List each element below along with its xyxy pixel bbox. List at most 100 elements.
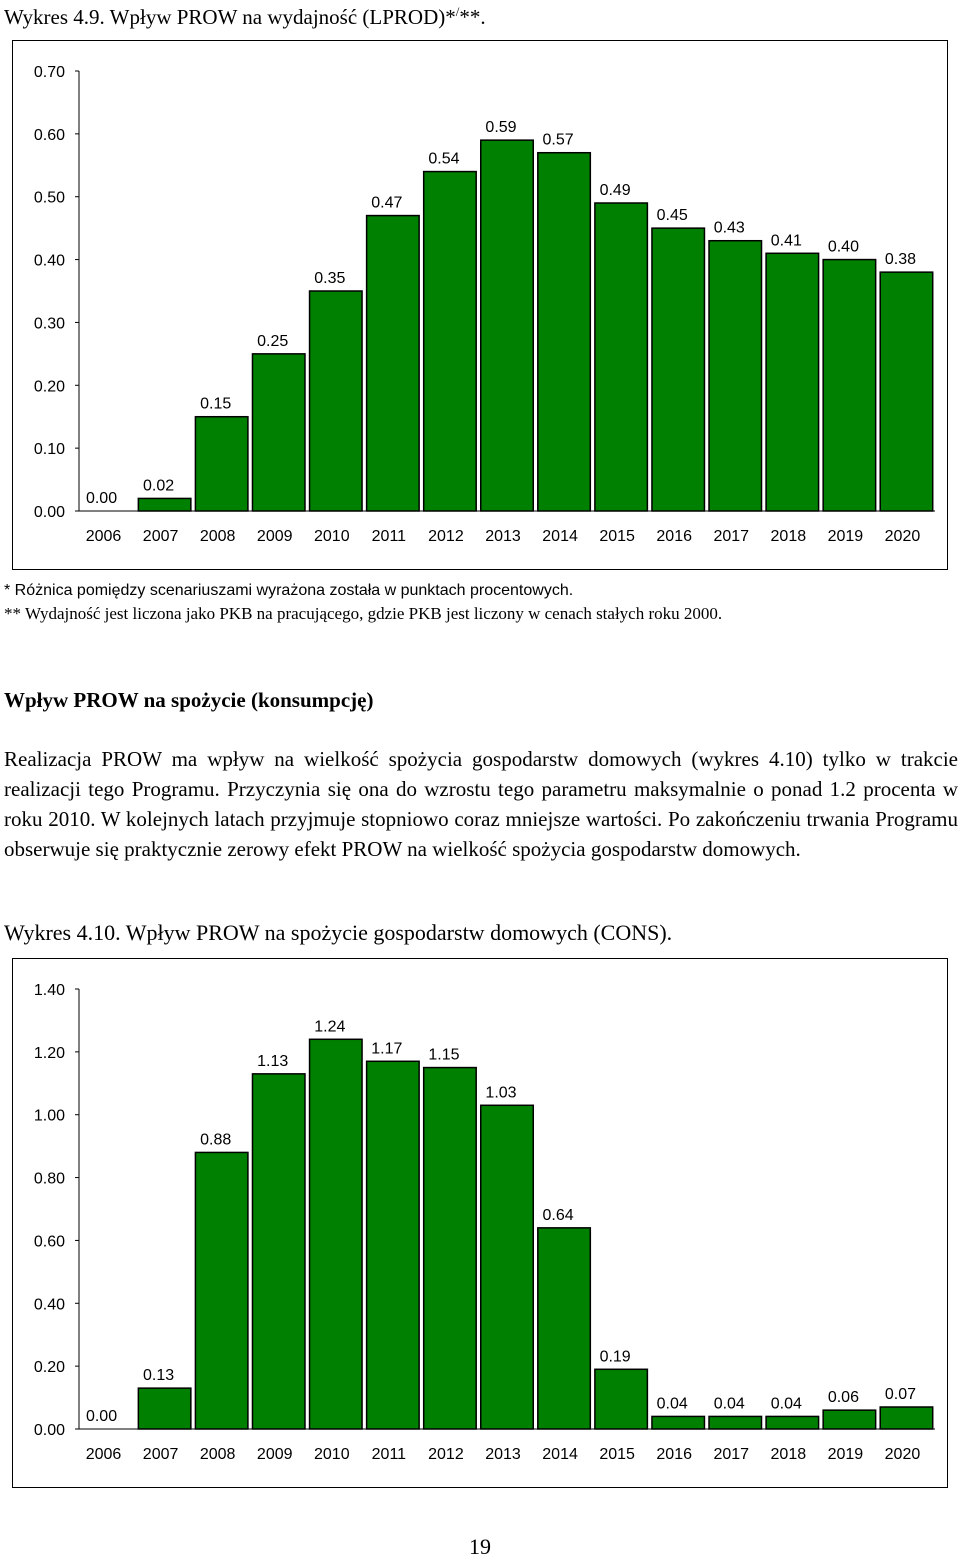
value-label-2015: 0.19	[600, 1348, 631, 1365]
value-label-2007: 0.02	[143, 477, 174, 494]
bar-2018	[765, 1415, 820, 1430]
value-label-2006: 0.00	[86, 490, 117, 507]
bar-2010	[308, 290, 363, 512]
caption-text: Wykres 4.9. Wpływ PROW na wydajność (LPR…	[4, 5, 456, 29]
bar-2019	[822, 258, 877, 512]
category-label-2020: 2020	[885, 528, 921, 545]
y-tick-label: 0.10	[34, 441, 65, 458]
caption-superscript: /	[455, 4, 460, 19]
bar-2016	[651, 227, 706, 512]
category-label-2011: 2011	[372, 528, 407, 545]
bar-2014	[537, 151, 592, 512]
category-label-2017: 2017	[713, 528, 749, 545]
bar-2017	[708, 1415, 763, 1430]
category-label-2020: 2020	[885, 1446, 921, 1463]
bar-2011	[365, 1060, 420, 1430]
value-label-2016: 0.45	[657, 207, 688, 224]
category-label-2014: 2014	[542, 1446, 578, 1463]
bar-2016	[651, 1415, 706, 1430]
category-label-2016: 2016	[656, 528, 692, 545]
chart-cons: 0.00 0.20 0.40 0.60 0.80 1.00 1.20 1.40 0.00 2006…	[12, 958, 948, 1488]
bar-2019	[822, 1409, 877, 1430]
value-label-2014: 0.57	[542, 132, 573, 149]
y-tick-label: 1.00	[34, 1108, 65, 1125]
value-label-2015: 0.49	[600, 182, 631, 199]
category-label-2008: 2008	[200, 1446, 236, 1463]
figure-caption-4-10: Wykres 4.10. Wpływ PROW na spożycie gosp…	[4, 920, 673, 945]
y-tick-label: 0.00	[34, 1422, 65, 1439]
value-label-2020: 0.07	[885, 1386, 916, 1403]
value-label-2008: 0.15	[200, 396, 231, 413]
bar-2009	[251, 353, 306, 512]
value-label-2019: 0.06	[828, 1389, 859, 1406]
bar-2012	[422, 170, 477, 512]
value-label-2020: 0.38	[885, 251, 916, 268]
y-tick-label: 0.50	[34, 190, 65, 207]
chart-lprod: 0.00 0.10 0.20 0.30 0.40 0.50 0.60 0.70 0.00 2006…	[12, 40, 948, 570]
bar-2009	[251, 1073, 306, 1430]
page-number: 19	[469, 1534, 491, 1559]
bar-2008	[194, 415, 249, 512]
bar-2013	[479, 1104, 535, 1430]
category-label-2006: 2006	[86, 528, 122, 545]
y-tick-label: 0.20	[34, 1359, 65, 1376]
bar-2007	[137, 1387, 192, 1430]
category-label-2014: 2014	[542, 528, 578, 545]
bar-2011	[365, 214, 420, 512]
bar-2020	[879, 271, 934, 512]
bar-2015	[594, 202, 649, 512]
category-label-2012: 2012	[428, 1446, 464, 1463]
bar-2013	[479, 139, 535, 512]
y-tick-label: 1.40	[34, 982, 65, 999]
value-label-2009: 0.25	[257, 333, 288, 350]
value-label-2007: 0.13	[143, 1367, 174, 1384]
section-paragraph: Realizacja PROW ma wpływ na wielkość spo…	[4, 747, 958, 861]
bar-2010	[308, 1038, 363, 1430]
value-label-2008: 0.88	[200, 1131, 231, 1148]
caption-end: **.	[459, 5, 486, 29]
bar-2017	[708, 239, 763, 512]
value-label-2016: 0.04	[657, 1395, 688, 1412]
y-tick-label: 0.00	[34, 504, 65, 521]
category-label-2011: 2011	[372, 1446, 407, 1463]
bar-2014	[537, 1227, 592, 1430]
value-label-2018: 0.04	[771, 1395, 802, 1412]
bar-2020	[879, 1406, 934, 1430]
value-label-2018: 0.41	[771, 232, 802, 249]
category-label-2017: 2017	[713, 1446, 749, 1463]
value-label-2012: 0.54	[428, 151, 459, 168]
footnote-1: * Różnica pomiędzy scenariuszami wyrażon…	[4, 582, 574, 599]
value-label-2017: 0.43	[714, 220, 745, 237]
value-label-2010: 1.24	[314, 1018, 345, 1035]
category-label-2016: 2016	[656, 1446, 692, 1463]
category-label-2015: 2015	[599, 528, 635, 545]
category-label-2007: 2007	[143, 528, 179, 545]
category-label-2006: 2006	[86, 1446, 122, 1463]
value-label-2012: 1.15	[428, 1047, 459, 1064]
bar-2008	[194, 1151, 249, 1430]
value-label-2011: 1.17	[371, 1040, 402, 1057]
category-label-2012: 2012	[428, 528, 464, 545]
chart-lprod-svg: 0.00 0.10 0.20 0.30 0.40 0.50 0.60 0.70 0.00 2006…	[34, 64, 935, 545]
category-label-2010: 2010	[314, 528, 350, 545]
value-label-2013: 1.03	[485, 1084, 516, 1101]
value-label-2019: 0.40	[828, 239, 859, 256]
y-tick-label: 0.20	[34, 378, 65, 395]
y-tick-label: 0.60	[34, 1233, 65, 1250]
value-label-2011: 0.47	[371, 195, 402, 212]
value-label-2006: 0.00	[86, 1408, 117, 1425]
bar-2015	[594, 1368, 649, 1430]
y-tick-label: 0.80	[34, 1171, 65, 1188]
category-label-2019: 2019	[828, 1446, 864, 1463]
bar-2012	[422, 1066, 477, 1430]
y-tick-label: 1.20	[34, 1045, 65, 1062]
y-tick-label: 0.40	[34, 1296, 65, 1313]
y-tick-label: 0.70	[34, 64, 65, 81]
figure-caption-4-9: Wykres 4.9. Wpływ PROW na wydajność (LPR…	[4, 4, 486, 30]
value-label-2010: 0.35	[314, 270, 345, 287]
section-heading: Wpływ PROW na spożycie (konsumpcję)	[4, 688, 374, 712]
value-label-2014: 0.64	[542, 1207, 573, 1224]
value-label-2013: 0.59	[485, 119, 516, 136]
bar-2007	[137, 497, 192, 512]
category-label-2019: 2019	[828, 528, 864, 545]
